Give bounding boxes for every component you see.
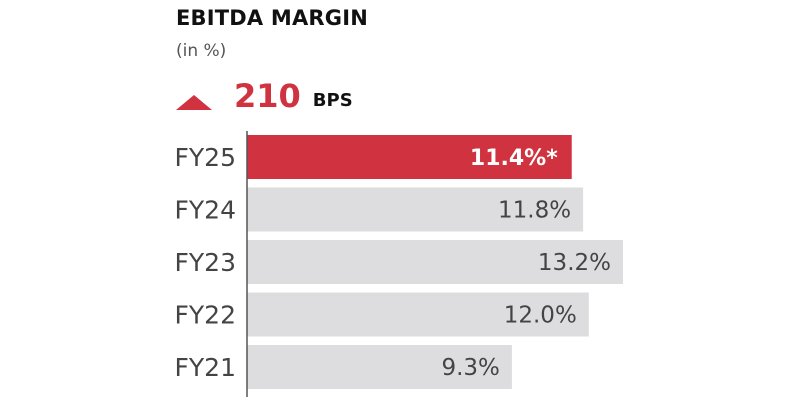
data-label: 13.2% bbox=[538, 250, 611, 276]
data-label: 11.4%* bbox=[470, 146, 558, 171]
category-label: FY21 bbox=[175, 353, 236, 382]
category-label: FY24 bbox=[175, 196, 236, 225]
bar-fy21 bbox=[247, 345, 512, 389]
change-value: 210 bbox=[234, 77, 301, 115]
bar-fy25 bbox=[247, 135, 572, 179]
chart-title: EBITDA MARGIN bbox=[176, 6, 369, 30]
data-label: 11.8% bbox=[498, 198, 571, 224]
data-label: 12.0% bbox=[504, 303, 577, 329]
change-unit: BPS bbox=[312, 89, 353, 111]
category-label: FY25 bbox=[175, 143, 236, 172]
change-indicator: 210 BPS bbox=[176, 76, 353, 116]
chart-subtitle: (in %) bbox=[176, 41, 227, 61]
up-arrow-icon bbox=[176, 94, 212, 110]
bar-fy24 bbox=[247, 187, 584, 232]
data-label: 9.3% bbox=[441, 355, 499, 381]
bar-fy22 bbox=[247, 292, 589, 337]
bar-fy23 bbox=[247, 240, 623, 284]
category-label: FY23 bbox=[175, 248, 236, 277]
category-label: FY22 bbox=[175, 301, 236, 330]
